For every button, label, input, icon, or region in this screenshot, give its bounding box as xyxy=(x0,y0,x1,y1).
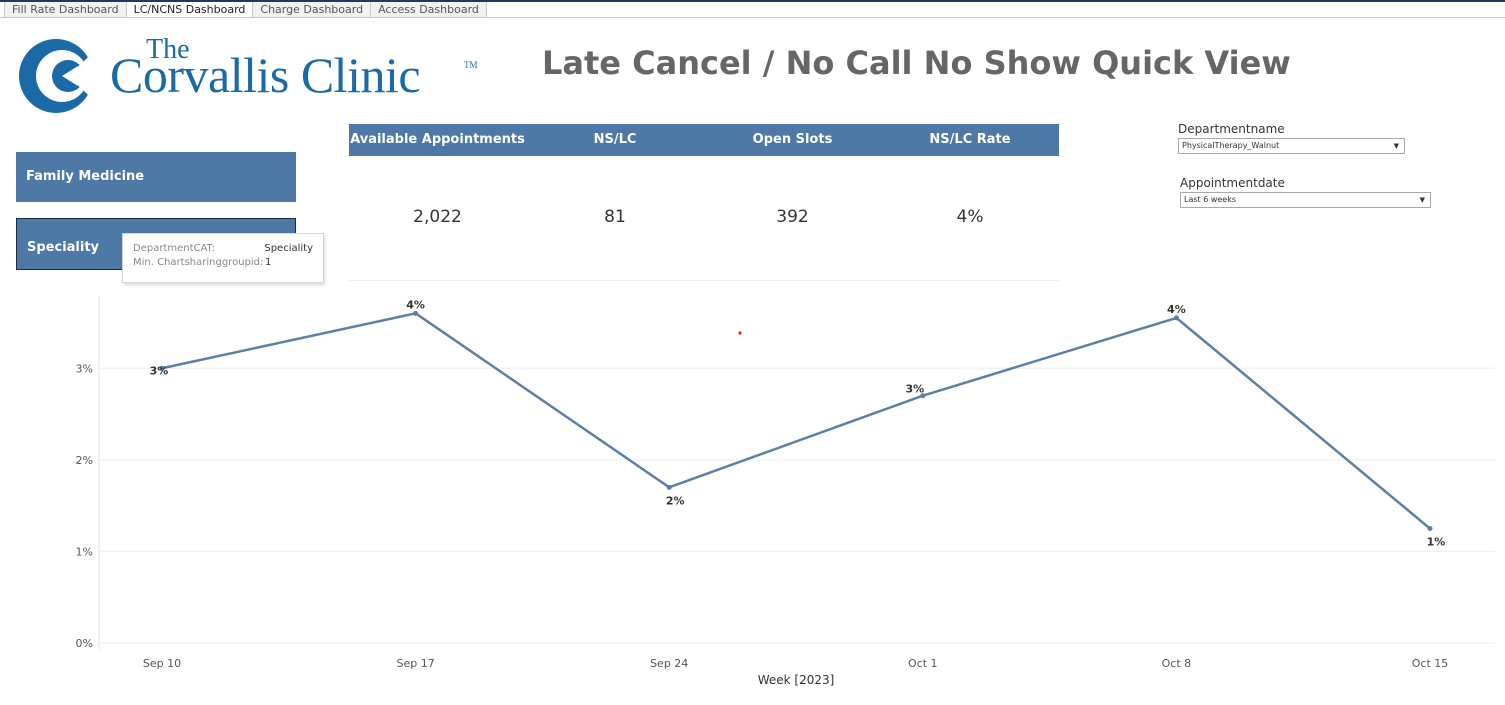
corvallis-clinic-logo: The Corvallis Clinic TM xyxy=(18,34,488,114)
tooltip-key-chartsharinggroupid: Min. Chartsharinggroupid: xyxy=(133,257,264,268)
appointment-date-filter-label: Appointmentdate xyxy=(1180,176,1285,190)
y-tick-label: 0% xyxy=(76,637,93,650)
top-accent-line xyxy=(0,0,1505,2)
x-tick-label: Sep 24 xyxy=(650,657,688,670)
department-select[interactable]: PhysicalTherapy_Walnut ▼ xyxy=(1178,138,1405,154)
tab-lc-ncns-dashboard[interactable]: LC/NCNS Dashboard xyxy=(125,2,254,18)
x-axis-title: Week [2023] xyxy=(758,673,835,687)
red-marker-dot xyxy=(738,331,742,335)
data-label: 4% xyxy=(406,298,425,311)
appointment-date-filter: Appointmentdate Last 6 weeks ▼ xyxy=(1180,176,1431,208)
y-tick-label: 2% xyxy=(76,454,93,467)
data-label: 4% xyxy=(1167,303,1186,316)
y-tick-label: 3% xyxy=(76,362,93,375)
tab-access-dashboard[interactable]: Access Dashboard xyxy=(370,2,487,18)
data-point[interactable] xyxy=(920,393,926,399)
data-label: 2% xyxy=(666,494,685,507)
tab-charge-dashboard[interactable]: Charge Dashboard xyxy=(252,2,372,18)
data-point[interactable] xyxy=(666,484,672,490)
series-line xyxy=(161,312,1431,530)
kpi-header-open-slots: Open Slots xyxy=(752,132,833,147)
tooltip-key-departmentcat: DepartmentCAT: xyxy=(133,243,215,254)
y-tick-label: 1% xyxy=(76,545,93,558)
y-axis-ticks: 0% 1% 2% 3% xyxy=(76,362,93,650)
kpi-values-row: 2,022 81 392 4% xyxy=(349,200,1059,234)
x-tick-label: Oct 15 xyxy=(1412,657,1449,670)
chart-gridlines xyxy=(100,367,1495,644)
chevron-down-icon: ▼ xyxy=(1393,142,1399,150)
dashboard-tab-bar: Fill Rate Dashboard LC/NCNS Dashboard Ch… xyxy=(4,2,487,18)
tab-bar-divider xyxy=(0,17,1505,18)
tooltip-value-chartsharinggroupid: 1 xyxy=(265,257,272,268)
kpi-value-ns-lc: 81 xyxy=(604,207,626,227)
kpi-value-available-appointments: 2,022 xyxy=(413,207,462,227)
chart-data-labels: 3% 4% 2% 3% 4% 1% xyxy=(150,298,1446,548)
clinic-logo-icon xyxy=(19,39,98,113)
kpi-header-ns-lc-rate: NS/LC Rate xyxy=(929,132,1011,147)
data-point[interactable] xyxy=(159,365,165,371)
chart-series xyxy=(159,310,1433,532)
x-tick-label: Oct 1 xyxy=(908,657,938,670)
ns-lc-rate-line-chart: 0% 1% 2% 3% 3% 4% 2% 3% 4% 1% Sep 10 Sep 17 Sep 24… xyxy=(76,295,1495,687)
x-tick-label: Oct 8 xyxy=(1162,657,1192,670)
page-title: Late Cancel / No Call No Show Quick View xyxy=(542,44,1291,82)
logo-trademark: TM xyxy=(464,60,478,70)
x-axis-ticks: Sep 10 Sep 17 Sep 24 Oct 1 Oct 8 Oct 15 xyxy=(143,657,1448,670)
department-filter: Departmentname PhysicalTherapy_Walnut ▼ xyxy=(1178,122,1405,154)
data-label: 1% xyxy=(1427,536,1446,549)
kpi-header-ns-lc: NS/LC xyxy=(593,132,637,147)
department-filter-label: Departmentname xyxy=(1178,122,1285,136)
kpi-header-available-appointments: Available Appointments xyxy=(350,132,525,147)
chevron-down-icon: ▼ xyxy=(1419,196,1425,204)
data-point[interactable] xyxy=(1173,315,1179,321)
tooltip-value-departmentcat: Speciality xyxy=(264,243,313,254)
category-tooltip: DepartmentCAT: Speciality Min. Chartshar… xyxy=(122,233,324,283)
appointment-date-select[interactable]: Last 6 weeks ▼ xyxy=(1180,192,1431,208)
logo-clinic-name: Corvallis Clinic xyxy=(110,47,421,103)
logo-the-text: The xyxy=(146,34,190,65)
data-label: 3% xyxy=(905,383,924,396)
data-point[interactable] xyxy=(1427,526,1433,532)
kpi-header-row: Available Appointments NS/LC Open Slots … xyxy=(349,124,1059,156)
data-label: 3% xyxy=(150,364,169,377)
appointment-date-select-value: Last 6 weeks xyxy=(1184,195,1237,204)
kpi-value-open-slots: 392 xyxy=(776,207,809,227)
tab-fill-rate-dashboard[interactable]: Fill Rate Dashboard xyxy=(4,2,127,18)
x-tick-label: Sep 10 xyxy=(143,657,181,670)
data-point[interactable] xyxy=(413,310,419,316)
x-tick-label: Sep 17 xyxy=(396,657,434,670)
kpi-value-ns-lc-rate: 4% xyxy=(956,207,984,227)
department-select-value: PhysicalTherapy_Walnut xyxy=(1182,141,1280,150)
category-family-medicine-button[interactable]: Family Medicine xyxy=(16,152,296,202)
kpi-divider xyxy=(349,280,1059,281)
